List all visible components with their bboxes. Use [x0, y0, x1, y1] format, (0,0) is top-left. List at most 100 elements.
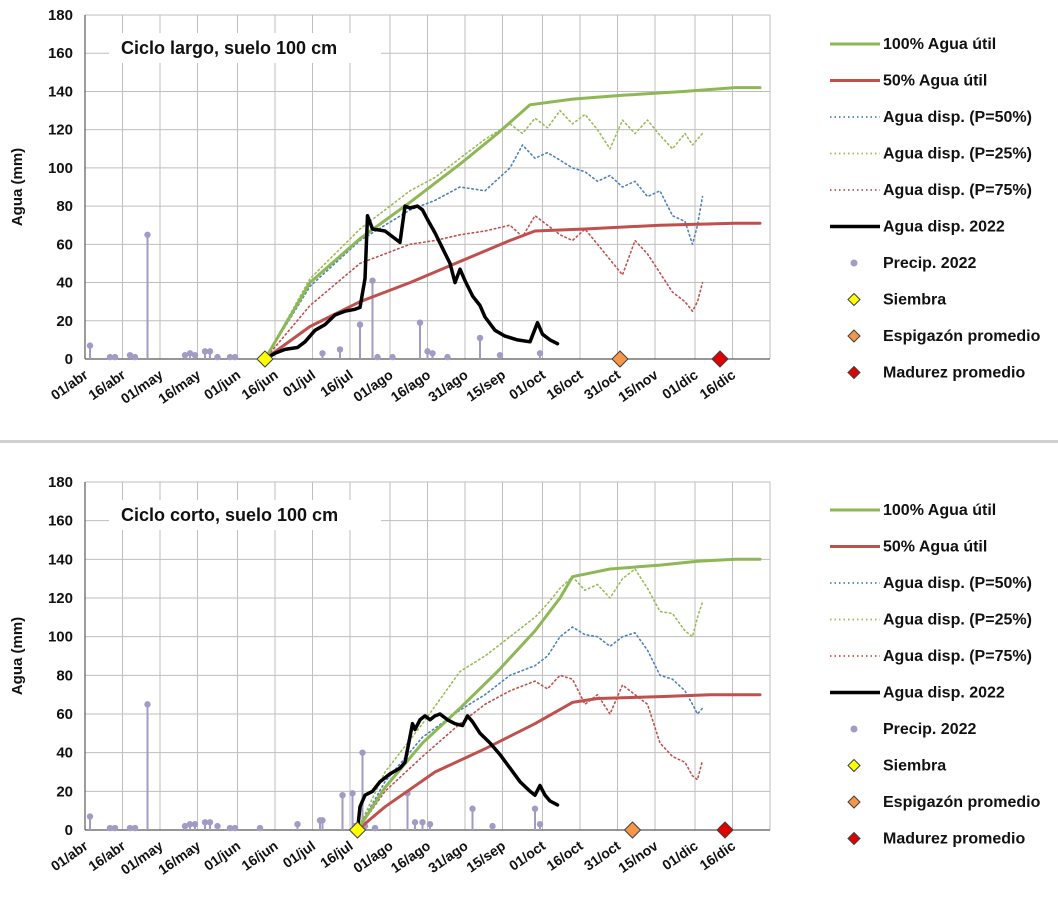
precip-point	[256, 824, 264, 832]
x-tick-label: 01/abr	[48, 366, 91, 403]
x-tick-label: 15/nov	[615, 837, 661, 876]
precip-point	[106, 353, 114, 361]
precip-point	[496, 351, 504, 359]
marker-siembra	[348, 821, 367, 839]
precip-point	[144, 701, 151, 708]
legend-swatch-precip	[850, 259, 858, 267]
legend-label-espigazon: Espigazón promedio	[883, 794, 1041, 811]
precip-point	[411, 819, 419, 826]
x-tick-label: 01/ago	[350, 837, 396, 876]
x-tick-label: 15/nov	[615, 366, 661, 405]
precip-point	[444, 353, 451, 361]
legend-label-full: 100% Agua útil	[883, 36, 996, 53]
precip-point	[214, 353, 221, 361]
y-tick-label: 80	[56, 198, 73, 215]
marker-siembra	[256, 350, 274, 368]
series-line-p75	[264, 214, 704, 360]
series-line-p25	[356, 568, 704, 831]
precip-point	[476, 334, 484, 342]
series-line-full	[356, 557, 762, 832]
y-tick-label: 120	[48, 590, 73, 607]
series-line-full	[263, 86, 762, 361]
precip-point	[426, 821, 434, 828]
precip-point	[359, 749, 366, 756]
legend-swatch-madurez	[847, 365, 861, 380]
precip-point	[131, 353, 139, 361]
precip-point	[371, 824, 379, 832]
x-tick-label: 01/may	[118, 366, 166, 406]
legend-label-p25: Agua disp. (P=25%)	[883, 146, 1032, 163]
precip-point	[429, 350, 436, 357]
grid	[84, 14, 771, 360]
chart-title: Ciclo corto, suelo 100 cm	[121, 505, 338, 525]
precip-point	[339, 792, 346, 799]
legend-label-madurez: Madurez promedio	[883, 365, 1025, 382]
y-tick-label: 60	[56, 236, 73, 253]
precip-point	[126, 824, 134, 832]
legend-label-madurez: Madurez promedio	[883, 831, 1025, 848]
x-tick-label: 16/oct	[543, 837, 586, 874]
legend-swatch-siembra	[847, 292, 861, 307]
legend-label-p75: Agua disp. (P=75%)	[883, 648, 1032, 665]
y-axis-label: Agua (mm)	[9, 148, 26, 226]
x-tick-label: 16/jul	[317, 366, 356, 400]
y-tick-label: 100	[48, 160, 73, 177]
y-tick-label: 20	[56, 783, 73, 800]
legend-swatch-precip	[850, 725, 858, 733]
x-tick-label: 16/oct	[543, 366, 586, 403]
precip-point	[181, 351, 189, 359]
legend-swatch-siembra	[847, 758, 861, 773]
precip-point	[536, 350, 544, 357]
x-tick-label: 15/sep	[463, 366, 508, 404]
legend-label-p50: Agua disp. (P=50%)	[883, 109, 1032, 126]
precip-point	[319, 350, 326, 357]
x-tick-label: 16/jun	[238, 366, 280, 402]
precip-point	[369, 277, 376, 284]
series-line-p25	[264, 109, 704, 360]
x-tick-label: 16/dic	[697, 366, 739, 402]
precip-point	[294, 821, 301, 828]
x-tick-label: 16/dic	[697, 837, 739, 873]
precip-point	[191, 821, 199, 828]
y-tick-label: 160	[48, 513, 73, 530]
precip-point	[191, 351, 199, 359]
precip-point	[111, 353, 119, 361]
x-tick-label: 15/sep	[463, 837, 508, 875]
precip-point	[206, 348, 214, 355]
x-tick-label: 31/ago	[425, 837, 471, 876]
x-tick-label: 01/dic	[659, 366, 701, 402]
legend-swatch-madurez	[847, 831, 861, 846]
legend-label-siembra: Siembra	[883, 292, 946, 309]
precip-point	[536, 821, 544, 828]
title-background	[109, 500, 381, 530]
legend-label-full: 100% Agua útil	[883, 502, 996, 519]
y-tick-label: 120	[48, 122, 73, 139]
y-tick-label: 60	[56, 706, 73, 723]
y-tick-label: 140	[48, 551, 73, 568]
x-tick-label: 01/jul	[280, 837, 319, 871]
legend-label-espigazon: Espigazón promedio	[883, 328, 1041, 345]
series-line-y2022	[263, 204, 560, 361]
title-background	[109, 33, 381, 63]
precip-point	[86, 813, 94, 820]
x-tick-label: 31/ago	[425, 366, 471, 405]
x-tick-label: 01/jul	[280, 366, 319, 400]
precip-point	[231, 824, 239, 832]
chart-panel-2: 02040608010012014016018001/abr16/abr01/m…	[9, 474, 1041, 878]
legend: 100% Agua útil 50% Agua útil Agua disp. (P…	[830, 36, 1041, 382]
y-tick-label: 180	[48, 7, 73, 24]
chart-panel-1: 02040608010012014016018001/abr16/abr01/m…	[9, 7, 1041, 407]
y-axis-label: Agua (mm)	[9, 617, 26, 695]
precip-point	[206, 819, 214, 826]
legend-swatch-espigazon	[847, 795, 861, 809]
marker-madurez	[711, 350, 729, 368]
precip-point	[424, 348, 431, 355]
legend-label-y2022: Agua disp. 2022	[883, 685, 1005, 702]
x-tick-label: 16/jun	[238, 837, 280, 873]
legend-label-precip: Precip. 2022	[883, 255, 977, 272]
precip-point	[336, 346, 344, 353]
series-line-p50	[264, 144, 704, 360]
chart-title: Ciclo largo, suelo 100 cm	[121, 38, 337, 58]
